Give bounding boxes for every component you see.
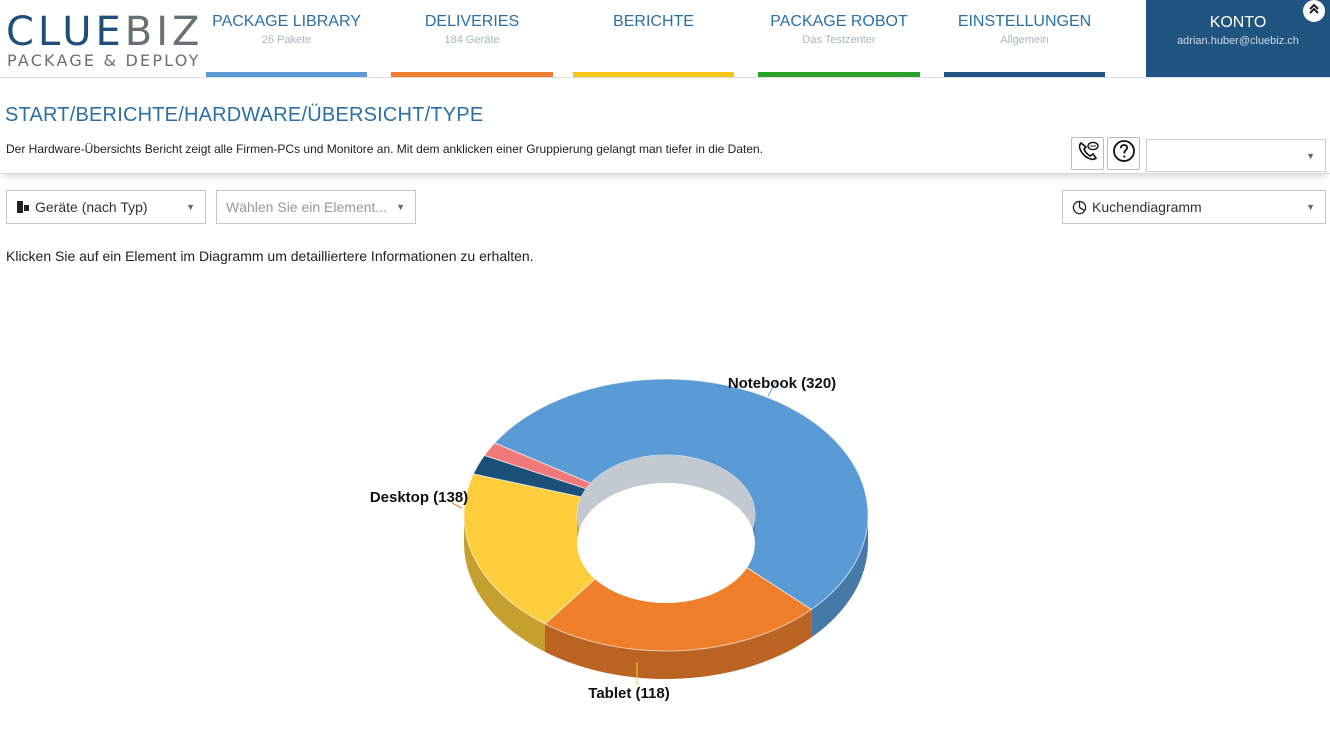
top-select[interactable]: ▼ — [1146, 139, 1326, 172]
nav-package-library[interactable]: PACKAGE LIBRARY 26 Pakete — [206, 0, 367, 77]
chart-type-value: Kuchendiagramm — [1092, 199, 1202, 215]
nav-subtitle: 184 Geräte — [444, 34, 500, 46]
chevron-down-icon: ▼ — [186, 202, 195, 212]
nav-title: DELIVERIES — [424, 13, 520, 30]
slice-side-notebook[interactable] — [811, 515, 868, 638]
question-icon — [1112, 139, 1136, 168]
nav-account[interactable]: KONTO adrian.huber@cluebiz.ch — [1146, 0, 1330, 77]
logo-text-biz: BIZ — [124, 9, 204, 55]
chevron-down-icon: ▼ — [1306, 150, 1315, 161]
nav-einstellungen[interactable]: EINSTELLUNGEN Allgemein — [944, 0, 1105, 77]
top-header: CLUEBIZ PACKAGE & DEPLOY PACKAGE LIBRARY… — [0, 0, 1330, 78]
slice-notebook[interactable] — [493, 378, 869, 611]
chart-hint: Klicken Sie auf ein Element im Diagramm … — [6, 248, 534, 264]
account-email: adrian.huber@cluebiz.ch — [1177, 35, 1299, 47]
nav-color-bar — [944, 72, 1105, 77]
cluebiz-logo[interactable]: CLUEBIZ PACKAGE & DEPLOY — [6, 9, 199, 70]
pie-chart-icon — [1072, 200, 1087, 215]
nav-title: PACKAGE LIBRARY — [212, 13, 361, 30]
group-by-value: Geräte (nach Typ) — [35, 199, 148, 215]
chevron-down-icon: ▼ — [1306, 202, 1315, 212]
account-title: KONTO — [1209, 14, 1267, 31]
chart-type-select[interactable]: Kuchendiagramm ▼ — [1062, 190, 1326, 224]
nav-color-bar — [206, 72, 367, 77]
data-label: Desktop (138) — [370, 489, 468, 506]
nav-title: BERICHTE — [613, 13, 694, 30]
label-leader-line — [451, 502, 463, 509]
group-by-select[interactable]: Geräte (nach Typ) ▼ — [6, 190, 206, 224]
donut-hole[interactable] — [577, 483, 755, 603]
logo-text-clue: CLUE — [6, 9, 125, 55]
nav-subtitle: Das Testzenter — [802, 34, 876, 46]
nav-title: EINSTELLUNGEN — [957, 13, 1092, 30]
nav-color-bar — [573, 72, 734, 77]
nav-color-bar — [391, 72, 553, 77]
chevron-up-double-icon[interactable] — [1303, 0, 1325, 22]
report-description: Der Hardware-Übersichts Bericht zeigt al… — [6, 142, 764, 156]
nav-subtitle: Allgemein — [1000, 34, 1049, 46]
donut-inner-wall[interactable] — [577, 455, 755, 543]
data-label: Notebook (320) — [728, 375, 836, 392]
phone-chat-icon — [1076, 139, 1100, 168]
chevron-down-icon: ▼ — [396, 202, 405, 212]
logo-tagline: PACKAGE & DEPLOY — [7, 51, 201, 70]
slice-side-tablet[interactable] — [464, 515, 545, 652]
device-icon — [16, 200, 30, 214]
element-select-placeholder: Wählen Sie ein Element... — [226, 199, 388, 215]
element-select[interactable]: Wählen Sie ein Element... ▼ — [216, 190, 416, 224]
label-leader-line — [767, 379, 778, 397]
chart-svg: Notebook (320) Desktop (138) Tablet (118) — [370, 375, 869, 702]
breadcrumb[interactable]: START/BERICHTE/HARDWARE/ÜBERSICHT/TYPE — [5, 104, 484, 126]
slice-side-desktop[interactable] — [544, 609, 812, 679]
nav-package-robot[interactable]: PACKAGE ROBOT Das Testzenter — [758, 0, 920, 77]
slice-other-2[interactable] — [483, 442, 592, 490]
nav-berichte[interactable]: BERICHTE — [573, 0, 734, 77]
page-header-section: START/BERICHTE/HARDWARE/ÜBERSICHT/TYPE D… — [0, 78, 1330, 174]
nav-deliveries[interactable]: DELIVERIES 184 Geräte — [391, 0, 553, 77]
support-button[interactable] — [1071, 137, 1104, 170]
help-button[interactable] — [1107, 137, 1140, 170]
donut-chart: Notebook (320) Desktop (138) Tablet (118) — [0, 290, 1330, 735]
nav-title: PACKAGE ROBOT — [770, 13, 908, 30]
data-label: Tablet (118) — [588, 685, 669, 702]
nav-subtitle: 26 Pakete — [261, 34, 312, 46]
nav-color-bar — [758, 72, 920, 77]
